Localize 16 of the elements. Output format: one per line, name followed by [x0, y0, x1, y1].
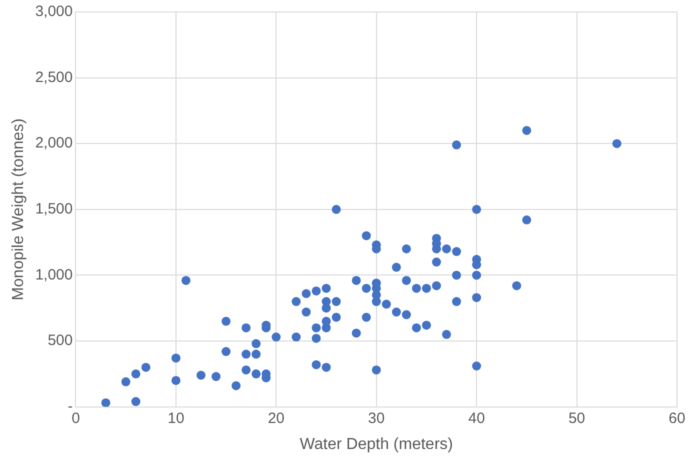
x-tick-label: 50 [568, 410, 586, 427]
x-axis-title: Water Depth (meters) [300, 436, 453, 453]
y-tick-label: 1,000 [35, 266, 73, 284]
x-tick-label: 20 [268, 410, 284, 427]
x-tick-label: 0 [72, 410, 80, 427]
y-axis-title: Monopile Weight (tonnes) [10, 118, 28, 300]
x-tick-label: 40 [468, 410, 485, 427]
x-tick-label: 60 [668, 410, 686, 427]
y-tick-label: - [68, 398, 73, 415]
y-tick-label: 2,500 [35, 68, 73, 86]
y-tick-label: 2,000 [35, 134, 73, 152]
y-tick-label: 3,000 [35, 3, 73, 20]
y-tick-label: 1,500 [35, 200, 73, 218]
y-tick-label: 500 [48, 332, 73, 350]
x-tick-label: 10 [168, 410, 184, 427]
x-tick-label: 30 [368, 410, 385, 427]
